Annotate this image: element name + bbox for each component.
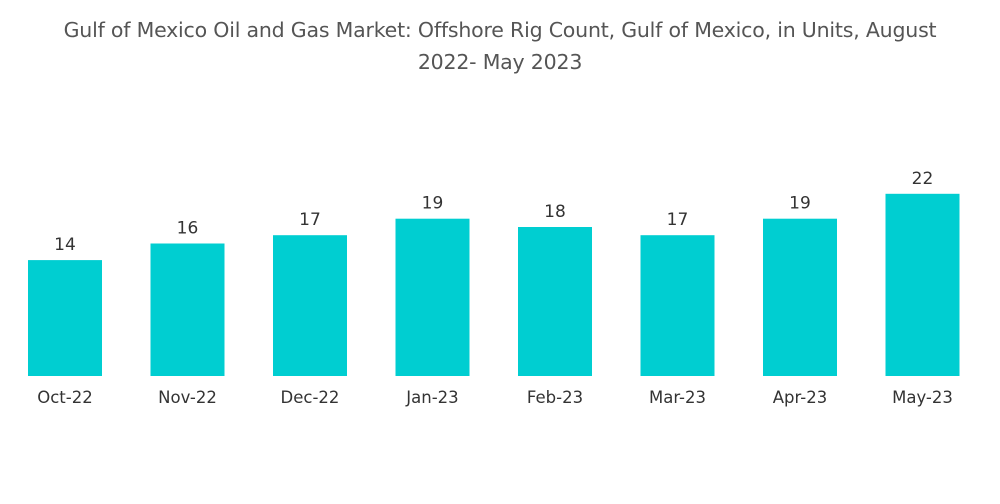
x-tick-label-nov-22: Nov-22 (158, 388, 217, 407)
data-label-dec-22: 17 (299, 210, 321, 230)
bar-dec-22 (273, 235, 347, 376)
chart-title: Gulf of Mexico Oil and Gas Market: Offsh… (0, 14, 1000, 78)
x-tick-label-may-23: May-23 (892, 388, 953, 407)
bar-nov-22 (150, 243, 225, 376)
bar-oct-22 (28, 260, 102, 376)
data-label-feb-23: 18 (544, 202, 566, 222)
x-tick-label-mar-23: Mar-23 (649, 388, 706, 407)
data-label-apr-23: 19 (789, 194, 811, 214)
x-tick-label-dec-22: Dec-22 (281, 388, 340, 407)
chart-title-line-2: 2022- May 2023 (417, 50, 583, 74)
bar-jan-23 (395, 218, 470, 376)
bar-may-23 (885, 193, 960, 376)
x-tick-label-feb-23: Feb-23 (527, 388, 583, 407)
data-label-may-23: 22 (912, 169, 934, 189)
bar-mar-23 (640, 235, 715, 376)
data-label-mar-23: 17 (667, 210, 689, 230)
x-tick-label-oct-22: Oct-22 (37, 388, 92, 407)
data-label-jan-23: 19 (422, 194, 444, 214)
chart-title-line-1: Gulf of Mexico Oil and Gas Market: Offsh… (63, 18, 937, 42)
x-tick-label-apr-23: Apr-23 (773, 388, 827, 407)
bar-apr-23 (763, 218, 837, 376)
data-label-nov-22: 16 (177, 219, 199, 239)
data-label-oct-22: 14 (54, 235, 76, 255)
x-tick-label-jan-23: Jan-23 (405, 388, 458, 407)
bar-feb-23 (518, 227, 592, 376)
